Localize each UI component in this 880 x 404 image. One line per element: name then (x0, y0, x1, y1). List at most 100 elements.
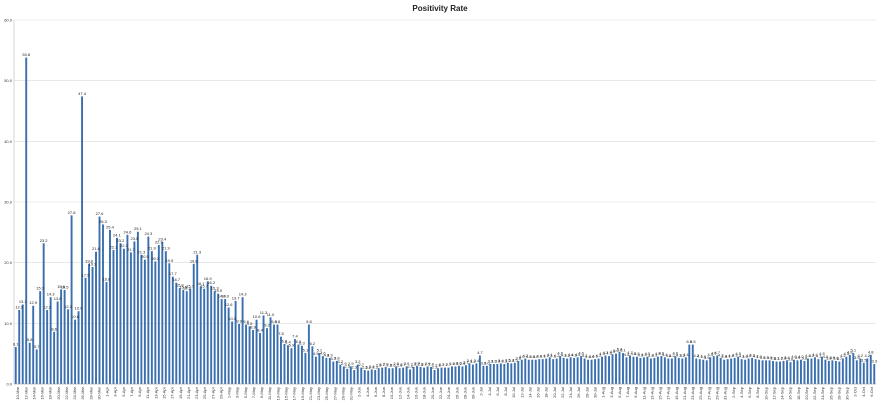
x-tick-label: 10-Sep (763, 386, 768, 400)
x-tick-label: 22-Mar (64, 386, 69, 399)
data-label: 5.7 (34, 344, 40, 349)
data-label: 47.4 (78, 91, 87, 96)
data-label: 8.4 (257, 328, 263, 333)
data-label: 20.2 (151, 256, 160, 261)
bar (485, 365, 488, 384)
bar (573, 357, 576, 384)
bar (827, 360, 830, 384)
data-label: 4.4 (707, 352, 713, 357)
bar (601, 356, 604, 384)
data-label: 2.2 (365, 365, 371, 370)
data-label: 2.5 (345, 363, 351, 368)
bar (262, 315, 265, 384)
x-tick-label: 13-Apr (153, 386, 158, 399)
x-tick-label: 5-Aug (617, 387, 622, 398)
data-label: 7.4 (292, 334, 298, 339)
bar (252, 330, 255, 384)
bar (478, 355, 481, 384)
data-label: 4.5 (844, 351, 850, 356)
data-label: 25.1 (134, 226, 143, 231)
bar (77, 311, 80, 384)
bar (402, 367, 405, 384)
data-label: 12.2 (43, 304, 52, 309)
x-tick-label: 23-Aug (690, 387, 695, 400)
data-label: 4.3 (732, 352, 738, 357)
data-label: 4.0 (823, 354, 829, 359)
x-tick-label: 10-Jul (511, 387, 516, 398)
bar (398, 368, 401, 384)
data-label: 21.9 (162, 246, 171, 251)
x-tick-label: 14-Sep (780, 386, 785, 400)
data-label: 15.5 (61, 284, 70, 289)
data-label: 13.6 (54, 296, 63, 301)
data-label: 4.2 (554, 353, 560, 358)
bar (723, 359, 726, 384)
bar (737, 356, 740, 384)
bar (346, 368, 349, 384)
data-label: 5.0 (613, 348, 619, 353)
bar (182, 289, 185, 384)
bar (377, 368, 380, 384)
data-label: 15.5 (179, 284, 188, 289)
bar (625, 357, 628, 384)
data-label: 3.8 (802, 355, 808, 360)
bar (751, 357, 754, 384)
data-label: 4.9 (610, 349, 616, 354)
data-label: 12.2 (15, 304, 24, 309)
data-label: 4.3 (324, 352, 330, 357)
data-label: 3.5 (505, 357, 511, 362)
bar (161, 242, 164, 384)
x-tick-label: 4-Sep (739, 386, 744, 397)
data-label: 26.3 (99, 219, 108, 224)
data-label: 4.0 (526, 354, 532, 359)
data-label: 19.9 (165, 258, 174, 263)
bar (342, 366, 345, 384)
data-label: 6.5 (690, 339, 696, 344)
bar (140, 254, 143, 384)
data-label: 14.3 (239, 292, 248, 297)
bar (597, 358, 600, 384)
data-label: 4.2 (728, 353, 734, 358)
data-label: 3.2 (355, 359, 361, 364)
x-tick-label: 25-Apr (202, 386, 207, 399)
bar (775, 361, 778, 384)
bar (21, 304, 24, 384)
data-label: 4.0 (589, 354, 595, 359)
x-tick-label: 8-Jul (503, 387, 508, 396)
data-label: 53.8 (22, 52, 31, 57)
data-label: 10.6 (71, 314, 80, 319)
bar (806, 358, 809, 384)
data-label: 3.3 (495, 358, 501, 363)
data-label: 12.6 (225, 302, 234, 307)
y-tick-label: 30.0 (4, 200, 13, 205)
data-label: 3.8 (516, 355, 522, 360)
data-label: 4.2 (680, 353, 686, 358)
bar (248, 326, 251, 384)
bar (35, 349, 38, 384)
bar (475, 363, 478, 384)
bar (56, 301, 59, 384)
bar (444, 367, 446, 384)
data-label: 4.3 (676, 352, 682, 357)
bar (328, 357, 331, 384)
data-label: 4.2 (858, 353, 864, 358)
x-tick-label: 8-Jun (381, 387, 386, 397)
data-label: 5.3 (617, 346, 623, 351)
bar (457, 365, 460, 384)
bar (695, 358, 698, 384)
data-label: 4.1 (536, 354, 542, 359)
data-label: 2.9 (425, 361, 431, 366)
data-label: 4.0 (585, 354, 591, 359)
data-label: 24.1 (113, 232, 122, 237)
y-axis: 0.0 10.0 20.0 30.0 40.0 50.0 60.0 (4, 18, 15, 387)
data-label: 3.4 (509, 358, 515, 363)
data-label: 3.8 (770, 355, 776, 360)
x-tick-label: 25-Aug (698, 387, 703, 400)
bar (259, 333, 261, 384)
data-label: 5.1 (851, 348, 857, 353)
data-label: 4.4 (568, 352, 574, 357)
data-label: 23.4 (158, 237, 167, 242)
data-label: 5.1 (620, 348, 626, 353)
data-label: 6.8 (27, 337, 33, 342)
data-label: 3.6 (788, 357, 794, 362)
